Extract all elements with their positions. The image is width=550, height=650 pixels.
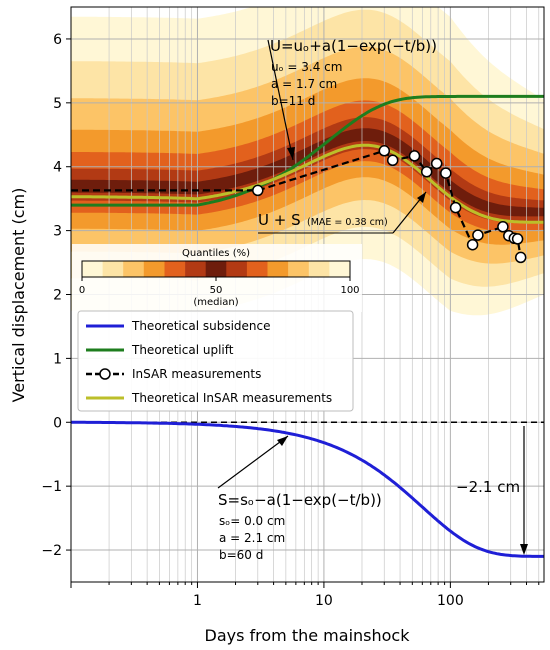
measurement-point xyxy=(472,229,484,241)
x-tick-label: 10 xyxy=(315,593,333,609)
subsidence-arrow xyxy=(217,435,289,489)
plot-area xyxy=(71,7,544,582)
y-tick-label: 6 xyxy=(53,32,62,48)
y-axis-label: Vertical displacement (cm) xyxy=(9,188,28,403)
x-tick-label: 100 xyxy=(437,593,464,609)
subsidence-param-b: b=60 d xyxy=(219,548,263,562)
subsidence-annotation: S=sₒ−a(1−exp(−t/b)) sₒ= 0.0 cm a = 2.1 c… xyxy=(217,435,382,562)
colorbar-segment xyxy=(185,261,206,277)
measurement-point xyxy=(466,238,479,251)
quantile-legend: Quantiles (%) 0 50 100 (median) xyxy=(72,244,362,312)
sum-mae: (MAE = 0.38 cm) xyxy=(307,217,388,228)
quantile-legend-title: Quantiles (%) xyxy=(182,248,250,259)
x-axis-label: Days from the mainshock xyxy=(205,626,411,645)
y-axis-ticks: −2 −1 0 1 2 3 4 5 6 xyxy=(41,32,71,559)
colorbar-segment xyxy=(205,261,227,277)
measurement-point xyxy=(420,166,433,178)
quantile-tick-50: 50 xyxy=(210,285,223,296)
measurement-point xyxy=(449,201,462,214)
measurement-points xyxy=(71,145,527,264)
quantile-tick-0: 0 xyxy=(79,285,85,296)
measurement-point xyxy=(386,154,399,167)
colorbar-segment xyxy=(288,261,310,277)
y-tick-label: 3 xyxy=(53,224,62,240)
sum-arrowhead xyxy=(417,192,426,203)
y-tick-label: 0 xyxy=(53,415,62,431)
measurement-point xyxy=(514,251,527,264)
measurement-point xyxy=(511,233,524,245)
colorbar-segment xyxy=(143,261,165,277)
legend-label-measurements: InSAR measurements xyxy=(132,367,261,381)
colorbar-segment xyxy=(246,261,268,277)
legend-label-subsidence: Theoretical subsidence xyxy=(131,319,271,333)
subsidence-arrowhead xyxy=(277,436,288,446)
y-tick-label: 4 xyxy=(53,160,62,176)
colorbar-segment xyxy=(123,261,145,277)
measurement-point xyxy=(497,221,509,233)
colorbar-segment xyxy=(226,261,248,277)
colorbar-segment xyxy=(308,261,330,277)
quantile-band-5 xyxy=(71,117,544,223)
subsidence-param-s0: sₒ= 0.0 cm xyxy=(219,514,285,528)
colorbar-segment xyxy=(267,261,289,277)
uplift-annotation: U=uₒ+a(1−exp(−t/b)) uₒ = 3.4 cm a = 1.7 … xyxy=(267,37,437,161)
y-tick-label: 1 xyxy=(53,351,62,367)
colorbar-segment xyxy=(164,261,186,277)
quantile-colorbar xyxy=(81,260,351,281)
sum-label: U + S xyxy=(258,211,301,229)
uplift-param-u0: uₒ = 3.4 cm xyxy=(271,60,342,74)
colorbar-segment xyxy=(102,261,124,277)
legend-label-insar-model: Theoretical InSAR measurements xyxy=(131,391,332,405)
x-axis-ticks: 1 10 100 xyxy=(70,582,540,609)
y-tick-label: 2 xyxy=(53,288,62,304)
y-tick-label: 5 xyxy=(53,96,62,112)
offset-annotation: −2.1 cm xyxy=(456,426,528,555)
uplift-equation: U=uₒ+a(1−exp(−t/b)) xyxy=(270,37,437,55)
x-tick-label: 1 xyxy=(193,593,202,609)
quantile-tick-100: 100 xyxy=(340,285,359,296)
sum-annotation: U + S (MAE = 0.38 cm) xyxy=(258,191,427,234)
measurement-point xyxy=(378,145,391,157)
uplift-curve xyxy=(71,94,544,207)
subsidence-param-a: a = 2.1 cm xyxy=(219,531,285,545)
y-tick-label: −2 xyxy=(41,543,62,559)
subsidence-equation: S=sₒ−a(1−exp(−t/b)) xyxy=(218,491,382,509)
offset-label: −2.1 cm xyxy=(456,478,520,496)
y-tick-label: −1 xyxy=(41,479,62,495)
colorbar-segment xyxy=(329,261,351,277)
uplift-param-a: a = 1.7 cm xyxy=(271,77,337,91)
offset-arrowhead xyxy=(520,544,528,555)
insar-model-curve xyxy=(71,143,544,224)
subsidence-curve xyxy=(71,420,544,558)
measurement-point xyxy=(252,184,264,197)
uplift-arrowhead xyxy=(287,147,295,160)
legend-label-uplift: Theoretical uplift xyxy=(131,343,234,357)
quantile-legend-bg xyxy=(72,244,362,312)
quantile-band-6 xyxy=(71,128,544,217)
uplift-arrow xyxy=(267,39,294,161)
legend-box xyxy=(77,310,354,412)
measurement-point xyxy=(440,167,452,179)
measurement-point xyxy=(408,150,421,162)
uplift-param-b: b=11 d xyxy=(271,94,315,108)
legend-marker-measurements xyxy=(99,368,111,380)
colorbar-segment xyxy=(82,261,103,277)
quantile-median-label: (median) xyxy=(193,297,238,308)
legend: Theoretical subsidence Theoretical uplif… xyxy=(77,310,354,412)
model-lines xyxy=(71,94,544,558)
measurement-point xyxy=(430,157,443,170)
